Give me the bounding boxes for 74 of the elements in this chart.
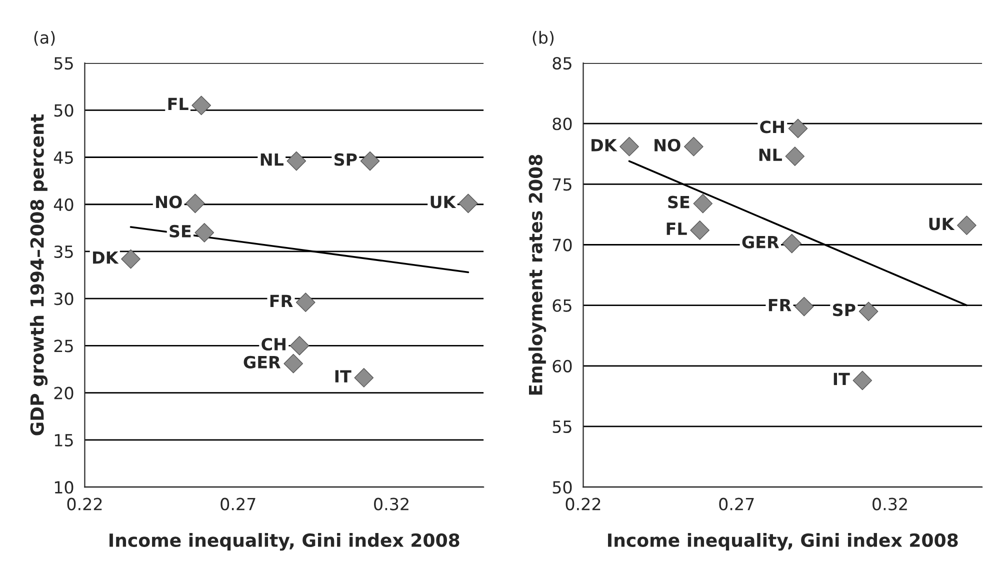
y-tick-label: 35 [54, 245, 73, 258]
y-tick-label: 40 [54, 198, 74, 211]
y-tick-label: 30 [54, 292, 74, 306]
annotation: IT [834, 372, 850, 386]
y-tick-label: 80 [552, 118, 572, 130]
point [290, 336, 310, 356]
point [782, 234, 802, 254]
annotation: SP [833, 304, 856, 316]
y-tick-label: 15 [54, 434, 73, 447]
annotation: FL [666, 222, 687, 235]
x-tick-label: 0.22 [67, 498, 102, 510]
point [684, 136, 704, 156]
point [458, 194, 478, 214]
annotation: SP [334, 153, 357, 166]
x-tick-label: 0.22 [566, 498, 600, 510]
annotation: FL [168, 98, 188, 110]
point [620, 136, 639, 156]
point [852, 370, 872, 390]
x-tick-label: 0.32 [872, 498, 907, 510]
point [296, 292, 316, 312]
annotation: FR [270, 294, 293, 307]
y-tick-label: 65 [552, 299, 572, 312]
point [360, 151, 380, 171]
point [957, 216, 976, 236]
point [858, 302, 878, 322]
point [794, 296, 814, 316]
y-tick-label: 50 [54, 104, 74, 117]
annotation: NO [654, 138, 680, 152]
point [785, 146, 805, 166]
annotation: DK [93, 251, 119, 264]
point [354, 368, 374, 388]
point [121, 249, 140, 269]
x-tick-label: 0.32 [374, 498, 408, 510]
point [186, 194, 205, 214]
annotation: CH [760, 120, 784, 134]
y-tick-label: 25 [54, 340, 73, 352]
x-axis-title: Income inequality, Gini index 2008 [110, 533, 460, 551]
point [690, 220, 710, 240]
annotation: DK [592, 139, 618, 152]
y-tick-label: 75 [552, 178, 572, 191]
annotation: SE [170, 224, 191, 238]
y-tick-label: 45 [54, 151, 73, 164]
annotation: NL [260, 153, 284, 166]
point [788, 118, 808, 138]
y-tick-label: 60 [552, 360, 572, 372]
point [284, 354, 304, 374]
annotation: NL [759, 148, 782, 161]
annotation: SE [668, 196, 690, 208]
chart-title: (b) [532, 30, 554, 46]
annotation: GER [742, 236, 780, 248]
annotation: IT [335, 370, 352, 382]
x-axis-title: Income inequality, Gini index 2008 [608, 533, 958, 551]
point [192, 96, 211, 116]
point [194, 222, 214, 242]
x-tick-label: 0.27 [220, 498, 256, 510]
point [286, 151, 306, 171]
annotation: UK [430, 196, 456, 208]
annotation: CH [262, 338, 286, 351]
annotation: UK [929, 218, 955, 230]
y-tick-label: 20 [54, 386, 74, 400]
y-tick-label: 55 [54, 57, 73, 70]
y-tick-label: 50 [552, 481, 572, 494]
y-tick-label: 70 [552, 238, 572, 252]
y-axis-title: Employment rates 2008 [528, 154, 546, 395]
annotation: GER [244, 356, 281, 368]
y-axis-title: GDP growth 1994–2008 percent [30, 114, 48, 436]
x-tick-label: 0.27 [719, 498, 754, 510]
chart-title: (a) [34, 30, 55, 46]
annotation: FR [768, 298, 792, 312]
point [693, 194, 713, 214]
y-tick-label: 55 [552, 420, 572, 434]
annotation: NO [156, 196, 182, 208]
y-tick-label: 10 [54, 481, 74, 494]
y-tick-label: 85 [552, 56, 572, 70]
